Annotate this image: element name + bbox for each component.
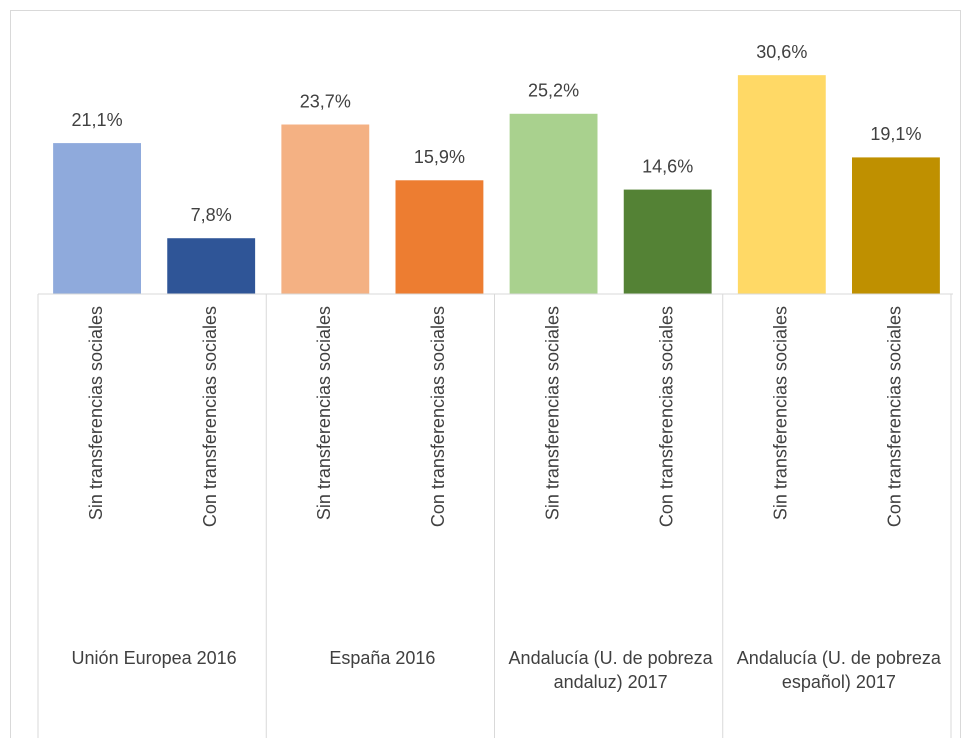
bar bbox=[851, 157, 940, 294]
x-tick-label: Con transferencias sociales bbox=[656, 306, 676, 527]
data-label: 21,1% bbox=[72, 110, 123, 130]
group-label: Unión Europea 2016 bbox=[71, 648, 237, 668]
data-label: 25,2% bbox=[528, 81, 579, 101]
bar bbox=[395, 180, 484, 294]
group-label: Andalucía (U. de pobreza español) 2017 bbox=[736, 648, 941, 692]
data-label: 15,9% bbox=[414, 147, 465, 167]
chart-frame bbox=[10, 10, 961, 738]
bar bbox=[509, 113, 598, 294]
x-tick-label: Sin transferencias sociales bbox=[314, 306, 334, 520]
bar bbox=[623, 189, 712, 294]
data-label: 7,8% bbox=[191, 205, 232, 225]
x-tick-label: Sin transferencias sociales bbox=[771, 306, 791, 520]
x-tick-label: Sin transferencias sociales bbox=[542, 306, 562, 520]
x-tick-label: Con transferencias sociales bbox=[885, 306, 905, 527]
group-label: Andalucía (U. de pobreza andaluz) 2017 bbox=[508, 648, 713, 692]
bar bbox=[281, 124, 370, 294]
data-label: 19,1% bbox=[870, 124, 921, 144]
data-label: 30,6% bbox=[756, 42, 807, 62]
bar bbox=[53, 143, 142, 294]
group-label: España 2016 bbox=[329, 648, 436, 668]
bar bbox=[737, 75, 826, 294]
data-label: 14,6% bbox=[642, 156, 693, 176]
x-tick-label: Con transferencias sociales bbox=[200, 306, 220, 527]
data-label: 23,7% bbox=[300, 91, 351, 111]
x-tick-label: Sin transferencias sociales bbox=[86, 306, 106, 520]
x-tick-label: Con transferencias sociales bbox=[428, 306, 448, 527]
bar bbox=[167, 238, 256, 294]
